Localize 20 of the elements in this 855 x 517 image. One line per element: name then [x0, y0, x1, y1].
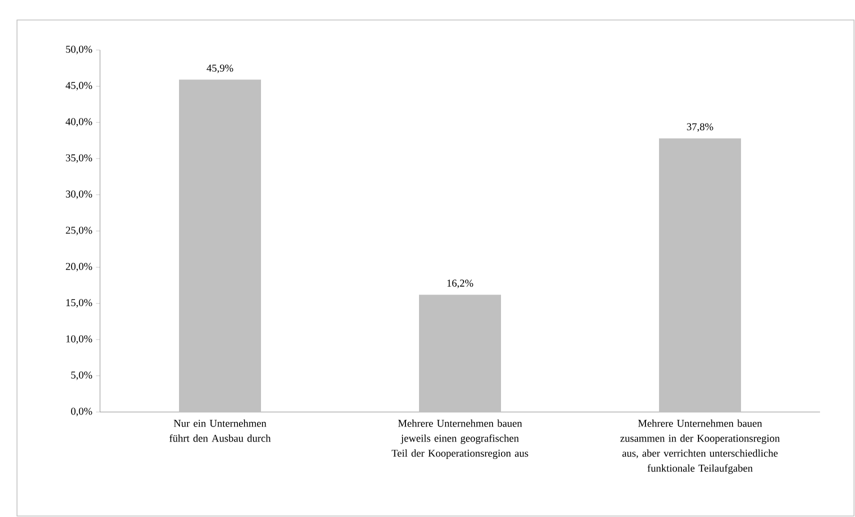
data-label: 37,8%	[686, 123, 714, 132]
data-label: 45,9%	[206, 64, 234, 74]
y-tick-label: 10,0%	[66, 335, 92, 344]
bar	[179, 80, 261, 412]
x-tick-label: Mehrere Unternehmen bauen zusammen in der Kooperationsregion aus, aber verrichten unterschiedliche funktionale Teilaufgaben	[620, 420, 780, 474]
data-label: 16,2%	[447, 280, 474, 288]
bar	[659, 138, 742, 412]
y-tick-label: 5,0%	[71, 372, 92, 380]
y-tick-label: 30,0%	[66, 190, 92, 200]
y-tick-label: 0,0%	[71, 408, 92, 416]
y-tick-label: 40,0%	[66, 118, 92, 127]
y-tick-label: 25,0%	[66, 226, 92, 236]
y-tick-label: 20,0%	[66, 262, 92, 272]
bar	[419, 294, 502, 412]
y-tick-label: 35,0%	[66, 154, 92, 163]
y-tick-label: 15,0%	[66, 299, 92, 308]
x-tick-label: Nur ein Unternehmen führt den Ausbau durch	[169, 420, 271, 442]
x-tick-label: Mehrere Unternehmen bauen jeweils einen geografischen Teil der Kooperationsregion aus	[392, 420, 528, 459]
y-tick-label: 45,0%	[66, 82, 92, 90]
y-tick-label: 50,0%	[66, 46, 92, 54]
